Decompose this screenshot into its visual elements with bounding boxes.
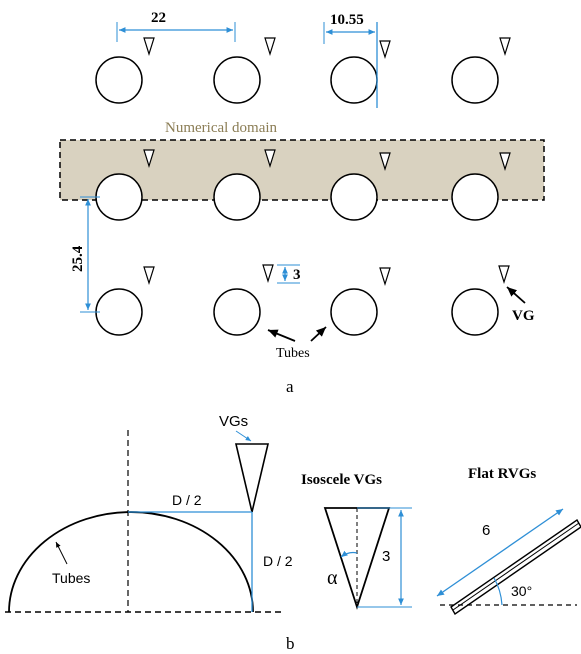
half-d-top-label: D / 2 [172,492,202,508]
alpha-arc [340,550,358,558]
vg-height-label: 3 [382,548,390,565]
tube [213,288,261,336]
vg-triangle [143,266,155,286]
tubes-annotation: Tubes [267,326,327,361]
vg-annotation: VG [506,286,535,324]
tube [213,173,261,221]
dimension-25-4: 25.4 [70,196,100,313]
alpha-label: α [327,567,338,589]
vg-triangle [264,149,276,169]
flat-rvg-plate [450,518,581,616]
flat-rvg-length-dimension [436,508,564,597]
dimension-25-4-label: 25.4 [70,245,86,272]
vgs-arrow [235,430,252,442]
half-d-side-label: D / 2 [263,553,293,569]
tubes-label-a: Tubes [276,346,310,361]
tube [330,288,378,336]
vg-triangle [143,149,155,169]
tube [451,288,499,336]
tubes-label-b: Tubes [52,570,90,586]
caption-a: a [286,377,294,396]
tube [330,173,378,221]
caption-b: b [286,634,295,653]
tube [451,173,499,221]
vg-triangle [262,264,274,284]
tube [451,56,499,104]
tube-row-3 [95,288,499,336]
tube-row-2 [95,173,499,221]
dimension-3: 3 [277,264,301,284]
dimension-3-label: 3 [293,267,301,283]
vg-label: VG [512,308,535,324]
panel-a: Numerical domain [59,10,545,396]
tube [330,56,378,104]
tube [95,288,143,336]
vg-triangle [379,40,391,60]
tubes-arrow-b [55,541,68,565]
flat-rvg-angle-label: 30° [511,583,532,599]
flat-rvg-angle-arc [493,577,503,606]
flat-rvg-title: Flat RVGs [468,466,536,482]
dimension-22-label: 22 [151,10,166,26]
tube [213,56,261,104]
vg-triangle [379,152,391,172]
vg-triangle [499,37,511,57]
flat-rvg-length-label: 6 [482,522,490,539]
isosceles-title: Isoscele VGs [301,472,382,488]
vgs-label: VGs [219,413,248,430]
vg-triangle [379,267,391,287]
vg-triangle [264,37,276,57]
tube [95,56,143,104]
tube-row-1 [95,56,499,104]
panel-b: VGs D / 2 D / 2 Tubes Isoscele VGs α 3 F… [5,413,581,653]
vg-wedge [234,443,270,513]
tube [95,173,143,221]
vg-triangle [143,37,155,57]
dimension-10-55-label: 10.55 [330,12,364,28]
dimension-10-55: 10.55 [323,12,378,108]
vg-triangle [499,152,511,172]
numerical-domain-label: Numerical domain [165,120,278,136]
dimension-22: 22 [116,10,236,42]
tube-half-section [8,511,254,613]
vg-triangle [498,265,510,285]
vortex-generators [143,37,511,287]
